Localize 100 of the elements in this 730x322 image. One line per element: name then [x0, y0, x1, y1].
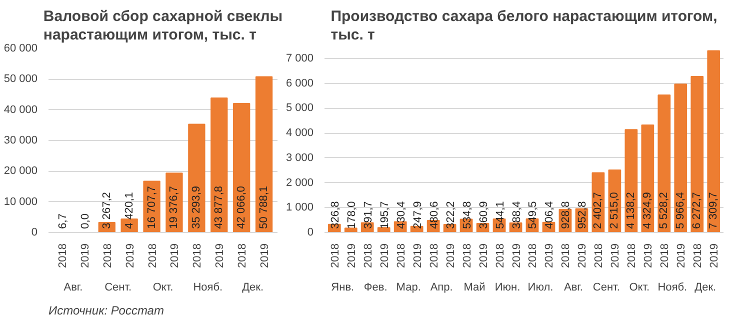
- bar: [690, 76, 704, 232]
- data-label: 549,5: [527, 201, 540, 229]
- x-tick-label: 2019: [346, 243, 358, 268]
- y-tick-label: 30 000: [4, 134, 38, 146]
- data-label: 544,1: [494, 201, 506, 229]
- x-tick-label: 2018: [102, 243, 114, 268]
- y-tick-label: 0: [307, 226, 314, 238]
- text: Дек.: [694, 282, 716, 294]
- x-tick-label: 2019: [378, 243, 391, 268]
- data-label: 7 309,7: [708, 192, 720, 229]
- y-tick-label: 2 000: [286, 176, 314, 189]
- bar: [674, 84, 688, 232]
- x-tick-label: 2019: [610, 243, 622, 268]
- bar: [707, 50, 720, 232]
- data-label: 430,4: [395, 201, 408, 229]
- x-tick-label: 2018: [527, 243, 540, 268]
- x-tick-label: 2019: [259, 243, 272, 268]
- text: Дек.: [242, 282, 264, 294]
- x-tick-label: 2018: [395, 243, 408, 268]
- y-tick-label: 4 000: [286, 127, 314, 140]
- y-tick-label: 5 000: [286, 102, 314, 114]
- y-tick-label: 20 000: [4, 165, 38, 178]
- bar: [641, 124, 654, 232]
- x-tick-label: 2018: [329, 243, 342, 268]
- y-tick-label: 6 000: [286, 77, 314, 90]
- y-tick-label: 10 000: [4, 196, 38, 208]
- y-tick-label: 40 000: [4, 104, 38, 116]
- x-tick-label: 2018: [146, 243, 159, 268]
- bar: [624, 129, 638, 232]
- x-tick-label: 2019: [510, 243, 523, 268]
- x-tick-label: 2018: [461, 243, 474, 268]
- text: Мар.: [396, 282, 421, 294]
- text: Источник: Росстат: [48, 304, 164, 318]
- data-label: 2 402,7: [592, 192, 604, 229]
- data-label: 178,0: [346, 201, 358, 229]
- data-label: 6,7: [56, 214, 69, 229]
- x-tick-label: 2019: [708, 243, 721, 268]
- y-tick-label: 3 000: [286, 152, 314, 164]
- y-tick-label: 1 000: [286, 202, 314, 214]
- data-label: 3 267,2: [100, 192, 113, 229]
- x-tick-label: 2018: [626, 243, 638, 268]
- x-tick-label: 2018: [236, 243, 249, 268]
- data-label: 406,4: [544, 201, 556, 229]
- data-label: 42 066,0: [236, 186, 248, 229]
- data-label: 5 528,2: [658, 192, 670, 229]
- x-tick-label: 2019: [444, 243, 457, 268]
- y-tick-label: 0: [31, 226, 38, 238]
- text: Нояб.: [658, 282, 688, 294]
- bar: [658, 94, 671, 232]
- data-label: 4 420,1: [123, 192, 136, 229]
- text: Фев.: [364, 282, 388, 294]
- text: Сент.: [104, 282, 132, 294]
- bar: [344, 228, 358, 232]
- text: Июл.: [528, 282, 554, 294]
- x-tick-label: 2018: [593, 243, 606, 268]
- x-tick-label: 2019: [576, 243, 589, 268]
- text: Авг.: [64, 282, 83, 294]
- chart-title: Производство сахара белого нарастающим итогом, тыс. т: [330, 8, 718, 44]
- data-label: 2 515,0: [608, 192, 621, 229]
- data-label: 326,8: [329, 201, 342, 229]
- x-tick-label: 2018: [659, 243, 672, 268]
- y-tick-label: 7 000: [286, 52, 314, 64]
- data-label: 6 272,7: [691, 192, 704, 229]
- bar: [210, 97, 228, 232]
- y-tick-label: 50 000: [4, 73, 38, 86]
- x-tick-label: 2018: [428, 243, 440, 268]
- text: Авг.: [564, 282, 583, 294]
- x-tick-label: 2019: [124, 243, 136, 268]
- data-label: 43 877,8: [213, 186, 226, 229]
- chart-title: Валовой сбор сахарной свеклы нарастающим итогом, тыс. т: [43, 8, 283, 44]
- text: Нояб.: [193, 282, 223, 294]
- bar: [255, 76, 273, 232]
- data-label: 4 324,9: [642, 192, 654, 229]
- x-tick-label: 2019: [169, 243, 182, 268]
- data-label: 391,7: [362, 201, 374, 229]
- x-tick-label: 2018: [56, 243, 69, 268]
- x-tick-label: 2019: [642, 243, 655, 268]
- x-tick-label: 2019: [676, 243, 688, 268]
- text: Май: [464, 282, 486, 294]
- text: Апр.: [430, 282, 453, 294]
- bar: [188, 124, 206, 232]
- data-label: 534,8: [461, 201, 474, 229]
- x-tick-label: 2019: [79, 243, 92, 268]
- data-label: 322,2: [444, 201, 457, 229]
- x-tick-label: 2018: [192, 243, 204, 268]
- text: Янв.: [331, 282, 354, 294]
- bar: [232, 103, 250, 232]
- bar: [377, 227, 390, 232]
- data-label: 50 788,1: [258, 186, 270, 229]
- x-tick-label: 2018: [692, 243, 704, 268]
- x-tick-label: 2018: [494, 243, 506, 268]
- x-tick-label: 2019: [214, 243, 226, 268]
- data-label: 247,9: [412, 201, 424, 229]
- text: Окт.: [152, 282, 174, 294]
- data-label: 195,7: [378, 201, 391, 229]
- y-tick-label: 60 000: [4, 42, 38, 54]
- data-label: 0,0: [79, 214, 92, 229]
- x-tick-label: 2019: [412, 243, 424, 268]
- data-label: 4 138,2: [625, 192, 638, 229]
- x-tick-label: 2019: [544, 243, 556, 268]
